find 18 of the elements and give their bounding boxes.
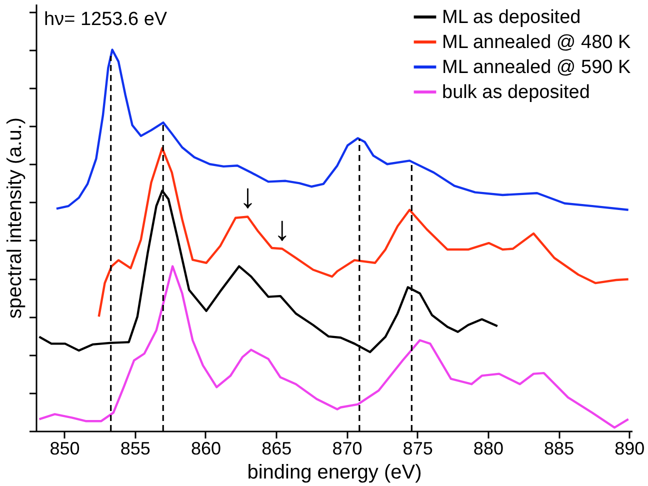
x-tick-label: 890	[614, 438, 645, 458]
legend-label: ML as deposited	[442, 7, 581, 28]
legend-label: ML annealed @ 480 K	[442, 32, 631, 53]
x-tick-label: 865	[262, 438, 292, 458]
x-tick-label: 855	[120, 438, 150, 458]
legend-label: ML annealed @ 590 K	[442, 57, 631, 78]
x-tick-label: 875	[402, 438, 433, 458]
x-tick-label: 870	[332, 438, 362, 458]
x-tick-label: 850	[50, 438, 80, 458]
text: hν= 1253.6 eV	[44, 9, 168, 30]
x-tick-label: 880	[473, 438, 504, 458]
x-tick-label: 885	[544, 438, 574, 458]
x-tick-label: 860	[190, 438, 221, 458]
x-axis-title: binding energy (eV)	[247, 462, 422, 484]
annotation: ↓	[274, 210, 291, 248]
legend-label: bulk as deposited	[442, 82, 590, 103]
y-axis-title: spectral intensity (a.u.)	[4, 117, 26, 319]
annotation: ↓	[239, 178, 256, 216]
